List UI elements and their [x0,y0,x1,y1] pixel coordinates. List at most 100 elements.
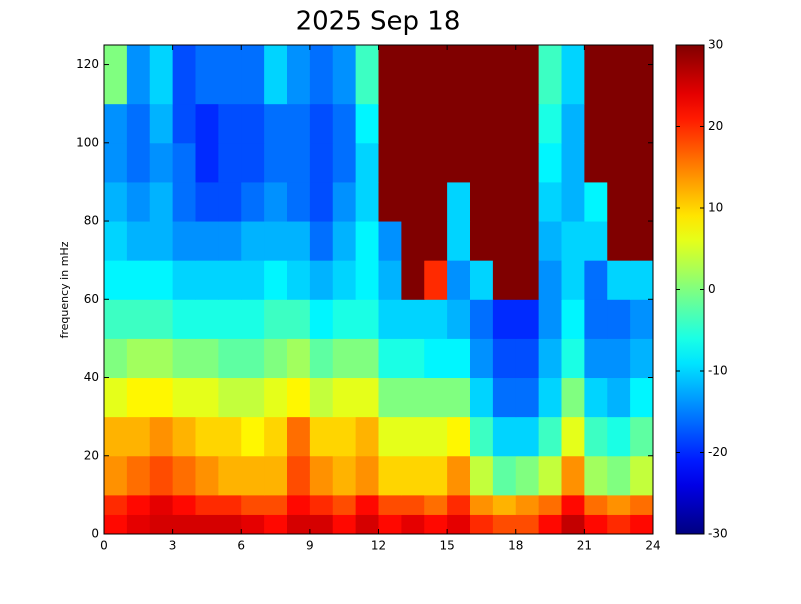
x-tick-label: 18 [508,539,523,553]
colorbar-tick-label: 10 [708,201,723,215]
heatmap-cell [470,377,494,418]
heatmap-cell [309,416,334,457]
heatmap-cell [149,377,174,418]
heatmap-cell [172,142,196,183]
heatmap-cell [309,455,334,496]
heatmap-cell [584,299,608,339]
heatmap-cell [218,377,242,418]
heatmap-cell [195,260,219,300]
heatmap-cell [401,103,425,144]
heatmap-cell [538,103,562,144]
heatmap-cell [561,221,585,261]
heatmap-cell [561,260,585,300]
heatmap-cell [378,181,402,222]
heatmap-cell [241,181,265,222]
heatmap-cell [630,514,654,535]
heatmap-cell [424,45,448,105]
heatmap-cell [218,181,242,222]
heatmap-cell [630,103,654,144]
heatmap-cell [561,181,585,222]
heatmap-cell [126,45,151,105]
heatmap-cell [355,45,379,105]
heatmap-cell [241,494,265,515]
heatmap-cell [264,338,288,379]
heatmap-cell [218,103,242,144]
x-tick-label: 15 [439,539,454,553]
heatmap-cell [172,377,196,418]
heatmap-cell [470,514,494,535]
heatmap-cell [355,221,379,261]
heatmap-cell [401,45,425,105]
heatmap-cell [607,260,631,300]
heatmap-cell [492,514,517,535]
x-tick-label: 12 [371,539,386,553]
heatmap-cell [561,514,585,535]
heatmap-cell [538,45,562,105]
heatmap-cell [104,455,128,496]
heatmap-cell [538,221,562,261]
heatmap-cell [126,494,151,515]
heatmap-cell [515,494,540,515]
heatmap-cell [241,377,265,418]
heatmap-cell [126,142,151,183]
heatmap-cell [149,416,174,457]
heatmap-cell [515,260,540,300]
heatmap-cell [355,494,379,515]
heatmap-cell [470,338,494,379]
heatmap-cell [172,103,196,144]
heatmap-cell [447,142,471,183]
heatmap-cell [309,338,334,379]
heatmap-cell [492,338,517,379]
heatmap-cell [447,377,471,418]
heatmap-cell [630,338,654,379]
heatmap-cell [332,142,357,183]
heatmap-cell [355,514,379,535]
x-tick-label: 0 [100,539,108,553]
heatmap-cell [378,103,402,144]
colorbar [675,44,705,535]
heatmap-cell [515,455,540,496]
heatmap-cell [401,181,425,222]
heatmap-cell [492,142,517,183]
heatmap-cell [172,455,196,496]
heatmap-cell [332,103,357,144]
heatmap-cell [561,377,585,418]
heatmap-cell [195,455,219,496]
y-tick-label: 20 [84,448,99,462]
heatmap-cell [630,221,654,261]
heatmap-cell [104,338,128,379]
heatmap-cell [424,260,448,300]
heatmap-cell [515,103,540,144]
heatmap-cell [287,514,311,535]
heatmap-cell [424,455,448,496]
heatmap-cell [538,260,562,300]
heatmap-cell [172,221,196,261]
heatmap-cell [515,181,540,222]
heatmap-cell [287,338,311,379]
heatmap-cell [492,221,517,261]
y-axis-label: frequency in mHz [58,241,71,338]
heatmap-cell [492,299,517,339]
heatmap-cell [218,416,242,457]
heatmap-cell [630,260,654,300]
heatmap-cell [332,416,357,457]
heatmap-cell [447,103,471,144]
heatmap-cell [126,338,151,379]
heatmap-cell [172,494,196,515]
heatmap-cell [104,142,128,183]
heatmap-cell [424,142,448,183]
heatmap-cell [492,45,517,105]
heatmap-cell [287,455,311,496]
heatmap-cell [264,514,288,535]
heatmap-cell [104,221,128,261]
heatmap-cell [218,514,242,535]
y-tick-label: 60 [84,292,99,306]
heatmap-cell [447,338,471,379]
x-tick-label: 24 [645,539,660,553]
heatmap-cell [104,514,128,535]
heatmap-cell [309,377,334,418]
heatmap-cell [287,221,311,261]
heatmap-cell [401,338,425,379]
heatmap-cell [172,260,196,300]
heatmap-cell [355,455,379,496]
